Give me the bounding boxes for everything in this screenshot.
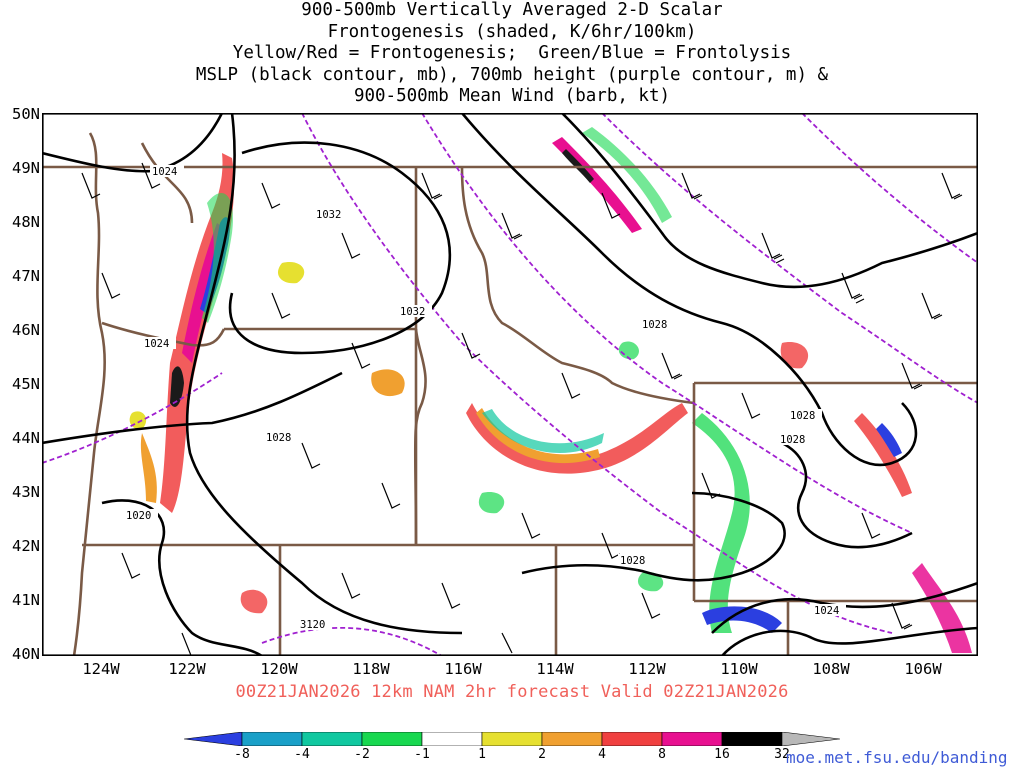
lon-label-108w: 108W xyxy=(812,660,850,678)
lat-label-43n: 43N xyxy=(12,483,40,501)
lat-label-48n: 48N xyxy=(12,213,40,231)
wind-barbs xyxy=(81,162,963,656)
map-title: 900-500mb Vertically Averaged 2-D Scalar… xyxy=(0,0,1024,108)
mslp-contours xyxy=(42,113,978,656)
colorbar-label-neg4: -4 xyxy=(294,747,310,762)
lat-label-44n: 44N xyxy=(12,429,40,447)
lon-label-116w: 116W xyxy=(444,660,482,678)
colorbar-segment-8 xyxy=(661,732,723,746)
svg-text:1024: 1024 xyxy=(144,338,169,350)
colorbar-segment-10 xyxy=(781,732,840,746)
lat-label-47n: 47N xyxy=(12,267,40,285)
svg-text:1028: 1028 xyxy=(790,410,815,422)
mslp-label-2: 1032 xyxy=(314,208,348,221)
colorbar-segment-5 xyxy=(481,732,543,746)
source-credit-link[interactable]: moe.met.fsu.edu/banding xyxy=(786,748,1008,767)
title-line-3: Yellow/Red = Frontogenesis; Green/Blue =… xyxy=(232,43,792,63)
colorbar-segment-3 xyxy=(361,732,423,746)
height-700mb-contours xyxy=(42,113,978,656)
colorbar xyxy=(184,732,840,746)
lon-label-124w: 124W xyxy=(82,660,120,678)
colorbar-label-2: 2 xyxy=(538,747,546,762)
height-label-1: 3120 xyxy=(298,618,332,631)
svg-text:3120: 3120 xyxy=(300,619,325,631)
colorbar-label-32: 32 xyxy=(774,747,790,762)
model-run-info: 00Z21JAN2026 12km NAM 2hr forecast Valid… xyxy=(235,682,789,702)
svg-text:1020: 1020 xyxy=(126,510,151,522)
mslp-label-3: 1032 xyxy=(398,305,432,318)
lat-label-41n: 41N xyxy=(12,591,40,609)
colorbar-segment-1 xyxy=(241,732,303,746)
lon-label-110w: 110W xyxy=(720,660,758,678)
mslp-label-4: 1028 xyxy=(640,318,674,331)
lon-label-114w: 114W xyxy=(536,660,574,678)
svg-text:1028: 1028 xyxy=(620,555,645,567)
political-borders xyxy=(42,132,978,656)
svg-text:1028: 1028 xyxy=(266,432,291,444)
mslp-label-8: 1028 xyxy=(264,431,298,444)
colorbar-label-8: 8 xyxy=(658,747,666,762)
lon-label-122w: 122W xyxy=(168,660,206,678)
colorbar-label-1: 1 xyxy=(478,747,486,762)
title-line-1: 900-500mb Vertically Averaged 2-D Scalar xyxy=(301,0,723,20)
lon-label-112w: 112W xyxy=(628,660,666,678)
colorbar-segment-2 xyxy=(301,732,363,746)
lat-label-45n: 45N xyxy=(12,375,40,393)
title-line-5: 900-500mb Mean Wind (barb, kt) xyxy=(353,86,671,106)
colorbar-label-neg1: -1 xyxy=(414,747,430,762)
lat-label-40n: 40N xyxy=(12,645,40,663)
contour-labels: 1024 1032 1032 1028 1024 1028 1028 1028 … xyxy=(124,165,846,631)
colorbar-label-neg2: -2 xyxy=(354,747,370,762)
colorbar-segment-6 xyxy=(541,732,603,746)
mslp-label-5: 1024 xyxy=(142,337,176,350)
colorbar-label-4: 4 xyxy=(598,747,606,762)
lon-label-120w: 120W xyxy=(260,660,298,678)
mslp-label-6: 1028 xyxy=(788,409,822,422)
mslp-label-11: 1024 xyxy=(812,604,846,617)
colorbar-segment-7 xyxy=(601,732,663,746)
mslp-label-1: 1024 xyxy=(150,165,184,178)
svg-text:1028: 1028 xyxy=(780,434,805,446)
frontogenesis-shading xyxy=(129,127,972,653)
colorbar-segment-4 xyxy=(421,732,483,746)
svg-text:1032: 1032 xyxy=(316,209,341,221)
title-line-4: MSLP (black contour, mb), 700mb height (… xyxy=(195,64,829,85)
lat-label-49n: 49N xyxy=(12,159,40,177)
mslp-label-9: 1020 xyxy=(124,509,158,522)
mslp-label-7: 1028 xyxy=(778,433,812,446)
title-line-2: Frontogenesis (shaded, K/6hr/100km) xyxy=(327,21,697,42)
lon-label-106w: 106W xyxy=(904,660,942,678)
colorbar-segment-0 xyxy=(184,732,243,746)
svg-text:1028: 1028 xyxy=(642,319,667,331)
map-border xyxy=(42,113,978,656)
svg-text:1024: 1024 xyxy=(152,166,177,178)
lat-label-42n: 42N xyxy=(12,537,40,555)
mslp-label-10: 1028 xyxy=(618,554,652,567)
colorbar-label-neg8: -8 xyxy=(234,747,250,762)
svg-text:1032: 1032 xyxy=(400,306,425,318)
frontogenesis-map: 1024 1032 1032 1028 1024 1028 1028 1028 … xyxy=(42,113,978,656)
colorbar-segment-9 xyxy=(721,732,783,746)
colorbar-label-16: 16 xyxy=(714,747,730,762)
lat-label-46n: 46N xyxy=(12,321,40,339)
lon-label-118w: 118W xyxy=(352,660,390,678)
svg-text:1024: 1024 xyxy=(814,605,839,617)
lat-label-50n: 50N xyxy=(12,105,40,123)
